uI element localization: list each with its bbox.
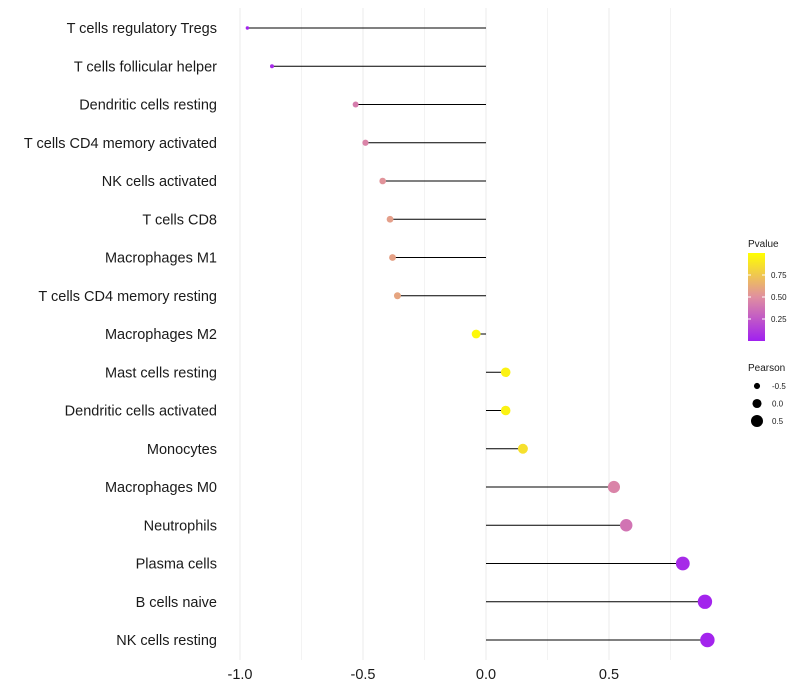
pearson-legend-label: 0.5	[772, 417, 784, 426]
pearson-legend: Pearson -0.5 0.0 0.5	[748, 363, 786, 428]
y-label: Dendritic cells resting	[79, 98, 217, 114]
pvalue-tick-label: 0.75	[771, 271, 787, 280]
y-label: NK cells activated	[102, 174, 217, 190]
y-label: T cells follicular helper	[74, 59, 217, 75]
pearson-legend-dot	[752, 398, 762, 409]
data-point	[362, 139, 369, 146]
pearson-legend-label: -0.5	[772, 382, 786, 391]
x-tick-label: 0.0	[476, 667, 496, 683]
data-point	[389, 254, 396, 261]
pearson-legend-title: Pearson	[748, 363, 785, 374]
x-tick-label: -1.0	[228, 667, 253, 683]
data-point	[500, 405, 511, 416]
data-point	[269, 64, 274, 69]
data-point	[393, 292, 401, 300]
y-label: Mast cells resting	[105, 365, 217, 381]
pearson-legend-dot	[753, 382, 761, 390]
pvalue-tick-label: 0.25	[771, 315, 787, 324]
x-tick-label: 0.5	[599, 667, 619, 683]
y-label: T cells CD4 memory activated	[24, 136, 217, 152]
y-axis-labels: T cells regulatory Tregs T cells follicul…	[24, 21, 217, 649]
y-label: B cells naive	[136, 595, 217, 611]
stems	[247, 27, 708, 641]
x-axis-ticks: -1.0 -0.5 0.0 0.5	[228, 667, 620, 683]
pvalue-legend: Pvalue 0.25 0.50 0.75	[748, 239, 787, 341]
data-point	[500, 367, 511, 378]
y-label: Macrophages M0	[105, 480, 217, 496]
y-label: T cells CD4 memory resting	[38, 289, 217, 305]
y-label: Macrophages M1	[105, 251, 217, 267]
y-label: Monocytes	[147, 442, 217, 458]
data-point	[700, 632, 715, 648]
data-point	[675, 556, 690, 571]
data-point	[607, 480, 621, 494]
pearson-legend-label: 0.0	[772, 400, 784, 409]
data-point	[386, 215, 394, 223]
y-label: T cells CD8	[142, 212, 217, 228]
pearson-legend-dot	[750, 414, 764, 428]
y-label: Plasma cells	[136, 557, 217, 573]
x-tick-label: -0.5	[351, 667, 376, 683]
grid-lines	[239, 8, 671, 660]
y-label: Neutrophils	[144, 518, 217, 534]
points	[245, 26, 715, 648]
data-point	[379, 177, 386, 185]
data-point	[245, 26, 250, 30]
y-label: Dendritic cells activated	[65, 404, 217, 420]
y-label: T cells regulatory Tregs	[67, 21, 217, 37]
data-point	[471, 329, 481, 339]
pvalue-colorbar	[748, 253, 765, 341]
y-label: NK cells resting	[116, 633, 217, 649]
pvalue-legend-title: Pvalue	[748, 239, 779, 250]
data-point	[697, 594, 713, 609]
data-point	[619, 519, 633, 532]
pvalue-tick-label: 0.50	[771, 293, 787, 302]
data-point	[352, 101, 359, 108]
y-label: Macrophages M2	[105, 327, 217, 343]
data-point	[517, 443, 528, 454]
